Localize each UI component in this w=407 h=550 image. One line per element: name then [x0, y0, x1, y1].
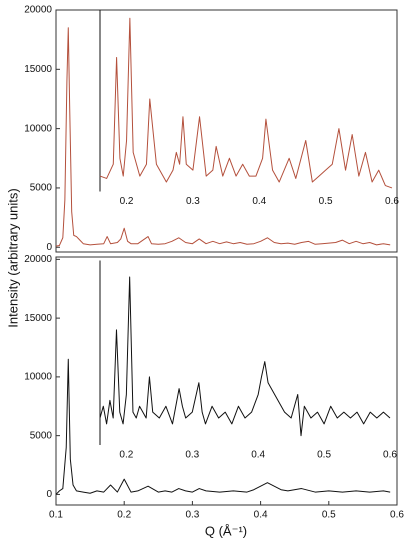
top-panel-frame [55, 9, 398, 253]
x-tick-label: 0.3 [185, 510, 199, 521]
inset-x-tick-label: 0.6 [385, 196, 399, 207]
y-axis-label: Intensity (arbitrary units) [5, 188, 20, 327]
x-axis-label: Q (Å⁻¹) [205, 523, 247, 538]
y-tick-label: 0 [46, 489, 52, 500]
y-tick-label: 0 [46, 242, 52, 253]
inset-line [99, 276, 391, 437]
inset-x-tick-label: 0.6 [383, 450, 397, 461]
y-tick-label: 5000 [30, 430, 53, 441]
data-line [55, 358, 391, 495]
y-tick-label: 15000 [24, 64, 52, 75]
y-tick-label: 10000 [24, 372, 52, 383]
inset-x-tick-label: 0.2 [119, 450, 133, 461]
y-tick-label: 10000 [24, 123, 52, 134]
x-tick-label: 0.4 [254, 510, 268, 521]
inset-x-tick-label: 0.5 [319, 196, 333, 207]
y-tick-label: 15000 [24, 313, 52, 324]
y-tick-label: 5000 [30, 183, 53, 194]
inset-x-tick-label: 0.3 [185, 450, 199, 461]
inset-x-tick-label: 0.5 [317, 450, 331, 461]
inset-x-tick-label: 0.3 [186, 196, 200, 207]
x-tick-label: 0.1 [49, 510, 63, 521]
y-tick-label: 20000 [24, 5, 52, 16]
inset-x-tick-label: 0.4 [252, 196, 266, 207]
x-tick-label: 0.5 [322, 510, 336, 521]
x-tick-label: 0.6 [390, 510, 404, 521]
y-tick-label: 20000 [24, 254, 52, 265]
inset-x-tick-label: 0.4 [251, 450, 265, 461]
data-line [55, 27, 391, 247]
inset-x-tick-label: 0.2 [120, 196, 134, 207]
inset-line [99, 17, 393, 189]
bottom-panel-frame [55, 256, 398, 506]
x-tick-label: 0.2 [117, 510, 131, 521]
